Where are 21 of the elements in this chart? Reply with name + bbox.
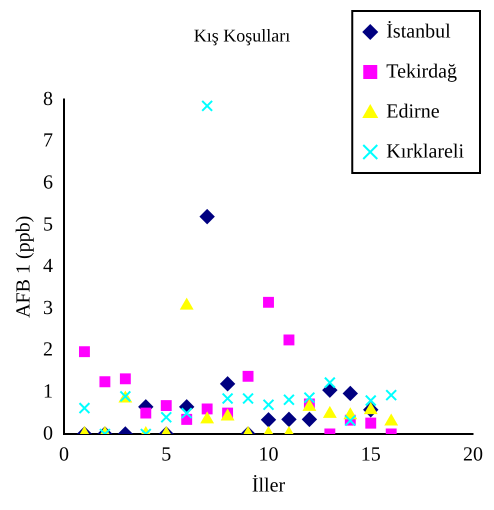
legend-label: Tekirdağ xyxy=(386,60,458,82)
y-tick-label: 7 xyxy=(43,130,53,152)
y-tick-label: 6 xyxy=(43,171,53,194)
chart-title: Kış Koşulları xyxy=(194,26,290,46)
y-tick-label: 1 xyxy=(43,380,53,402)
legend-label: Edirne xyxy=(386,100,440,122)
y-axis-title: AFB 1 (ppb) xyxy=(12,216,34,318)
y-tick-label: 0 xyxy=(43,422,53,444)
y-tick-label: 4 xyxy=(43,255,53,278)
x-tick-label: 10 xyxy=(258,443,278,466)
x-tick-label: 15 xyxy=(360,443,381,466)
y-tick-label: 5 xyxy=(43,213,53,236)
y-tick-label: 8 xyxy=(43,88,53,110)
legend-label: Kırklareli xyxy=(386,140,464,162)
x-tick-label: 20 xyxy=(463,443,483,466)
x-axis-title: İller xyxy=(252,474,286,496)
y-tick-label: 3 xyxy=(43,296,53,319)
x-tick-label: 5 xyxy=(161,443,172,466)
y-tick-label: 2 xyxy=(43,338,53,361)
x-tick-label: 0 xyxy=(59,443,69,466)
legend-label: İstanbul xyxy=(386,20,452,42)
